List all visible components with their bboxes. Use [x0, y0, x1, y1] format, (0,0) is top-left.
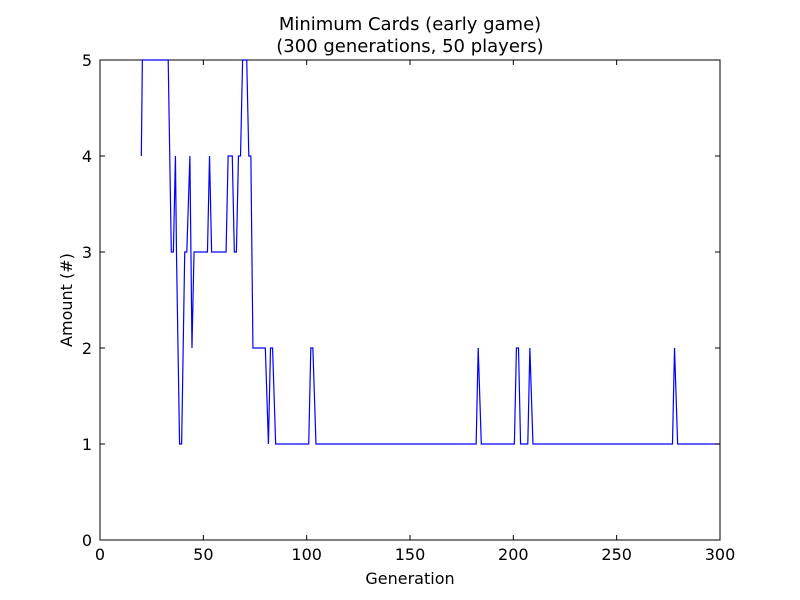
- x-tick-label: 0: [95, 545, 105, 564]
- plot-frame: [99, 59, 721, 541]
- series-line-0: [140, 59, 720, 445]
- y-tick-label: 0: [82, 531, 92, 550]
- x-tick-label: 100: [291, 545, 322, 564]
- y-tick-label: 5: [82, 51, 92, 70]
- x-axis-label: Generation: [365, 569, 454, 588]
- x-tick-label: 200: [498, 545, 529, 564]
- y-axis-label: Amount (#): [57, 253, 76, 347]
- y-tick-label: 4: [82, 147, 92, 166]
- x-tick-label: 50: [193, 545, 213, 564]
- x-tick-label: 150: [395, 545, 426, 564]
- chart-title-line-2: (300 generations, 50 players): [276, 36, 543, 57]
- y-tick-label: 2: [82, 339, 92, 358]
- y-tick-label: 3: [82, 243, 92, 262]
- x-tick-label: 300: [705, 545, 736, 564]
- x-tick-label: 250: [601, 545, 632, 564]
- plot-area: 0 50 100 150 200 250 300 0 1 2 3 4 5: [82, 51, 735, 564]
- chart-title-line-1: Minimum Cards (early game): [279, 14, 541, 35]
- y-tick-label: 1: [82, 435, 92, 454]
